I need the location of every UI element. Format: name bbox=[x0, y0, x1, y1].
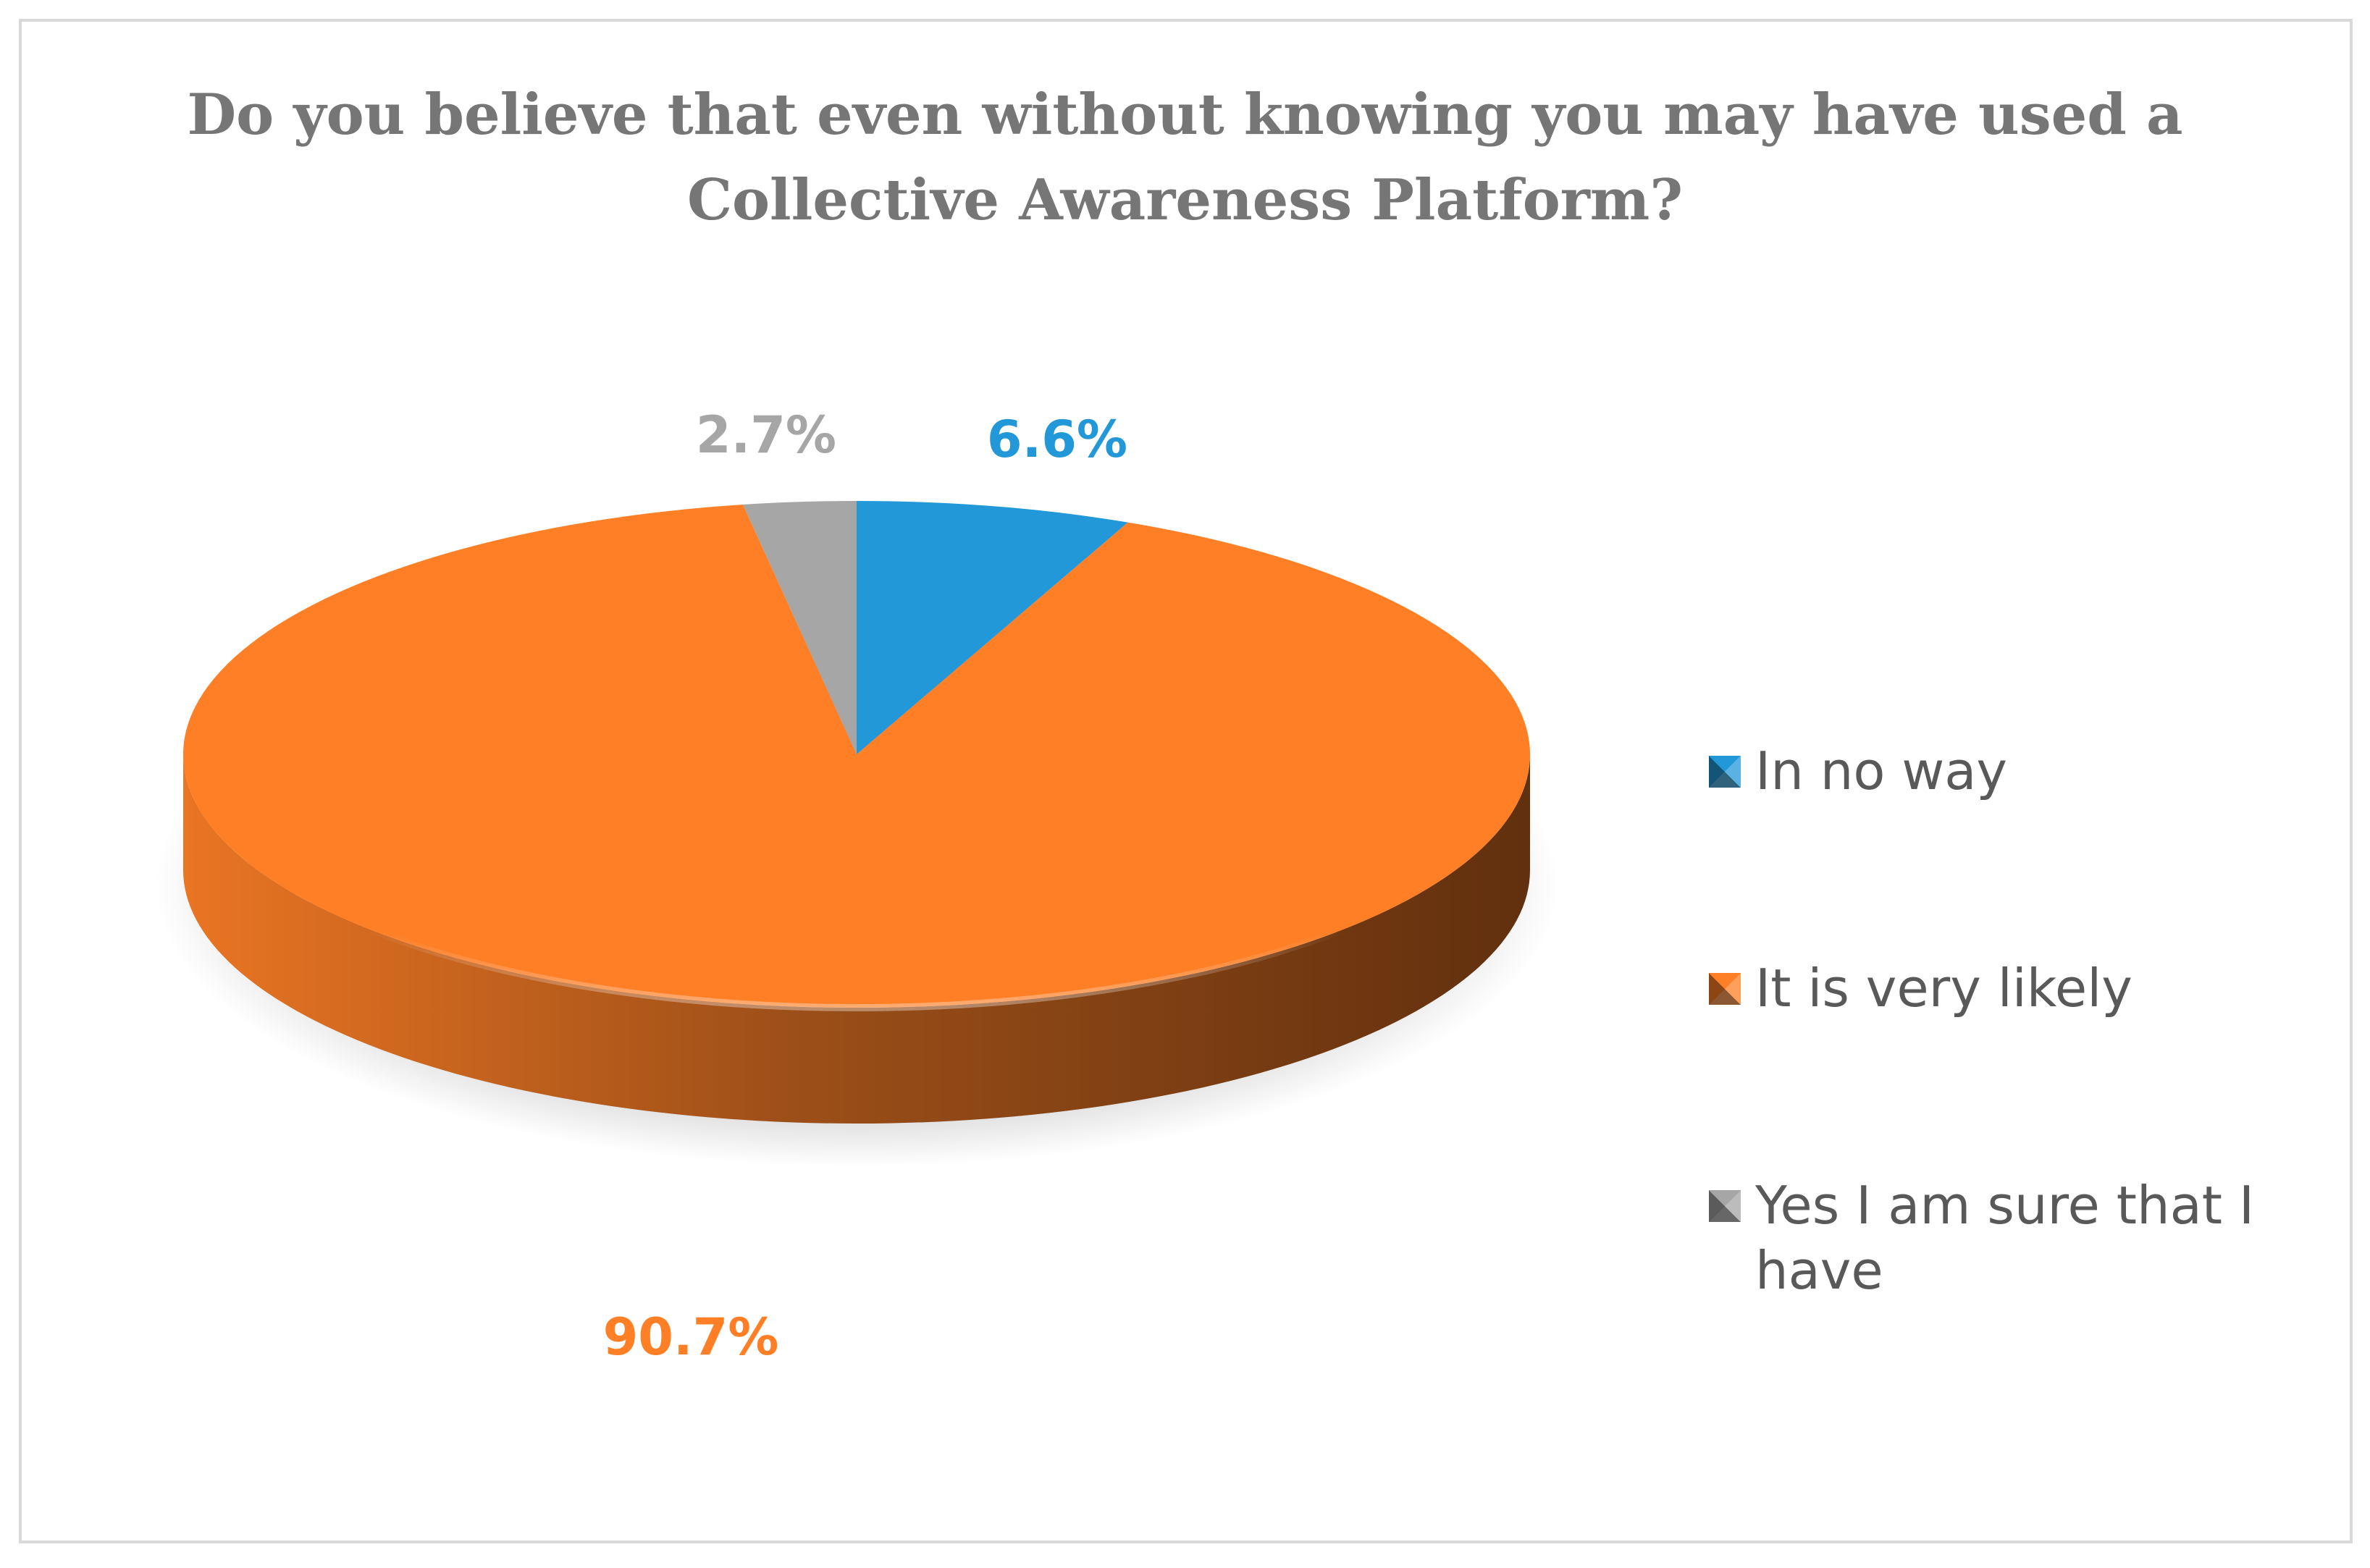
legend-item-it-is-very-likely: It is very likely bbox=[1709, 956, 2310, 1021]
legend-label-in-no-way: In no way bbox=[1755, 741, 2007, 801]
legend-label-it-is-very-likely: It is very likely bbox=[1755, 958, 2132, 1019]
chart-title-line-1: Do you believe that even without knowing… bbox=[187, 82, 2183, 148]
pie-side-it-is-very-likely bbox=[183, 754, 1530, 1124]
data-label-it-is-very-likely: 90.7% bbox=[603, 1307, 779, 1367]
data-label-yes-i-am-sure-that-i-have: 2.7% bbox=[696, 405, 836, 465]
legend-item-yes-i-am-sure: Yes I am sure that I have bbox=[1709, 1173, 2310, 1303]
legend-swatch-yes-i-am-sure bbox=[1709, 1190, 1741, 1222]
data-label-in-no-way: 6.6% bbox=[987, 410, 1127, 469]
pie-slice-yes-i-am-sure-that-i-have bbox=[742, 501, 857, 754]
legend-swatch-it-is-very-likely bbox=[1709, 973, 1741, 1005]
chart-title-line-2: Collective Awareness Platform? bbox=[686, 167, 1684, 233]
legend-swatch-in-no-way bbox=[1709, 756, 1741, 788]
legend-label-yes-i-am-sure: Yes I am sure that I have bbox=[1755, 1175, 2255, 1301]
legend-item-in-no-way: In no way bbox=[1709, 738, 2310, 804]
pie-slice-in-no-way bbox=[857, 501, 1128, 754]
chart-title: Do you believe that even without knowing… bbox=[72, 72, 2298, 243]
pie-rim-highlight bbox=[180, 497, 1534, 1011]
pie-slice-it-is-very-likely bbox=[183, 505, 1531, 1008]
